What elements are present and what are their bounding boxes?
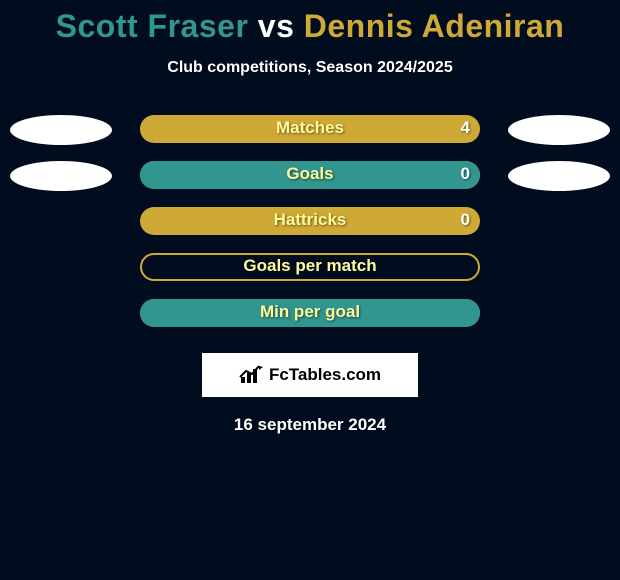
stat-bar-left-fill — [140, 161, 480, 189]
stat-value-right: 0 — [461, 164, 470, 184]
stats-block: Matches4Goals0Hattricks0Goals per matchM… — [0, 115, 620, 345]
stat-row: Hattricks0 — [0, 207, 620, 253]
stat-bar — [140, 207, 480, 235]
ellipse-left — [10, 115, 112, 145]
stat-value-right: 4 — [461, 118, 470, 138]
brand-badge: FcTables.com — [202, 353, 418, 397]
date-text: 16 september 2024 — [0, 415, 620, 435]
stat-bar — [140, 115, 480, 143]
player2-name: Dennis Adeniran — [304, 8, 565, 44]
stat-row: Goals0 — [0, 161, 620, 207]
stat-bar-left-fill — [140, 299, 480, 327]
stat-row: Goals per match — [0, 253, 620, 299]
brand-logo-icon — [239, 365, 265, 385]
stat-row: Min per goal — [0, 299, 620, 345]
subtitle: Club competitions, Season 2024/2025 — [0, 59, 620, 77]
page-title: Scott Fraser vs Dennis Adeniran — [0, 0, 620, 45]
stat-value-right: 0 — [461, 210, 470, 230]
player1-name: Scott Fraser — [56, 8, 249, 44]
stat-bar — [140, 161, 480, 189]
stat-bar — [140, 299, 480, 327]
vs-text: vs — [258, 8, 295, 44]
ellipse-right — [508, 161, 610, 191]
stat-bar — [140, 253, 480, 281]
chart-container: Scott Fraser vs Dennis Adeniran Club com… — [0, 0, 620, 580]
ellipse-left — [10, 161, 112, 191]
brand-text: FcTables.com — [269, 365, 381, 385]
ellipse-right — [508, 115, 610, 145]
stat-row: Matches4 — [0, 115, 620, 161]
